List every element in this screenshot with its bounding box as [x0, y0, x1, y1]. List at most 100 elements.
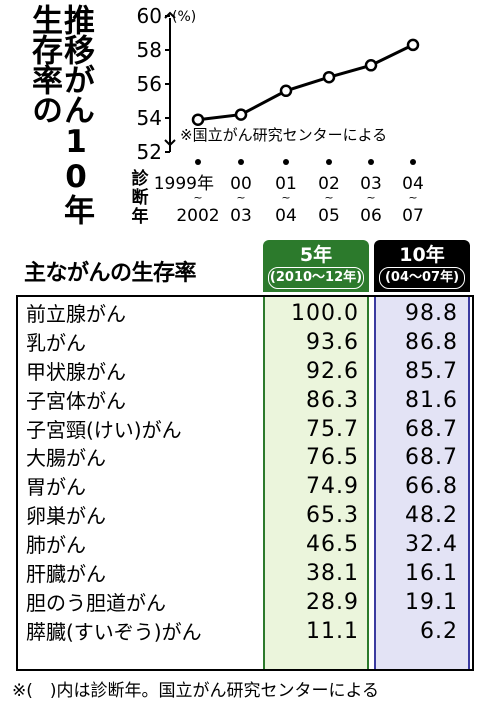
table-row: 子宮頸(けい)がん 75.7 68.7 — [18, 416, 472, 445]
x-bullet — [326, 159, 332, 165]
rate-5year: 11.1 — [306, 618, 359, 644]
cancer-name: 卵巣がん — [26, 504, 106, 529]
table-row: 胆のう胆道がん 28.9 19.1 — [18, 589, 472, 618]
y-tick-label: 58 — [137, 38, 162, 62]
x-tick-label-start: 1999年 — [154, 174, 214, 194]
rate-10year: 66.8 — [405, 474, 458, 500]
table-row: 胃がん 74.9 66.8 — [18, 473, 472, 502]
cancer-name: 乳がん — [26, 330, 86, 355]
x-tick-label-start: 00 — [230, 174, 252, 194]
table-row: 前立腺がん 100.0 98.8 — [18, 300, 472, 329]
x-tick-label-end: 05 — [318, 206, 340, 226]
rate-5year: 74.9 — [306, 474, 359, 500]
table-body: 前立腺がん 100.0 98.8 乳がん 93.6 86.8 甲状腺がん 92.… — [18, 300, 472, 647]
rate-5year: 92.6 — [306, 358, 359, 384]
rate-5year: 76.5 — [306, 445, 359, 471]
cancer-name: 胃がん — [26, 475, 86, 500]
header-10year-label: 10年 — [399, 244, 445, 266]
y-tick-label: 54 — [137, 106, 162, 130]
rate-5year: 75.7 — [306, 416, 359, 442]
cancer-name: 肺がん — [26, 533, 86, 558]
header-5year-label: 5年 — [299, 244, 333, 266]
x-tilde: ~ — [281, 191, 290, 204]
column-10year-background — [374, 297, 470, 669]
x-bullet — [283, 159, 289, 165]
x-tilde: ~ — [193, 191, 202, 204]
rate-10year: 81.6 — [405, 387, 458, 413]
x-tilde: ~ — [236, 191, 245, 204]
table-title: 主ながんの生存率 — [24, 261, 197, 286]
rate-10year: 68.7 — [405, 445, 458, 471]
rate-5year: 100.0 — [291, 301, 359, 326]
cancer-name: 胆のう胆道がん — [26, 590, 166, 615]
data-point — [279, 84, 293, 98]
rate-10year: 86.8 — [405, 329, 458, 355]
cancer-name: 子宮体がん — [26, 388, 126, 413]
column-5year-background — [263, 297, 369, 669]
table-row: 甲状腺がん 92.6 85.7 — [18, 358, 472, 387]
y-tick-label: 52 — [137, 140, 162, 164]
cancer-name: 前立腺がん — [26, 302, 126, 326]
x-tilde: ~ — [324, 191, 333, 204]
x-bullet — [410, 159, 416, 165]
x-tick-label-end: 07 — [402, 206, 424, 226]
data-point — [322, 70, 336, 84]
rate-10year: 98.8 — [405, 301, 458, 326]
chart-source: ※国立がん研究センターによる — [180, 126, 387, 144]
cancer-name: 肝臓がん — [26, 562, 106, 587]
table-row: 子宮体がん 86.3 81.6 — [18, 387, 472, 416]
x-tick-label-end: 04 — [275, 206, 297, 226]
rate-5year: 38.1 — [306, 561, 359, 587]
x-tick-label-start: 01 — [275, 174, 297, 194]
data-point — [364, 59, 378, 72]
x-bullet — [238, 159, 244, 165]
rate-5year: 93.6 — [306, 329, 359, 355]
y-tick-label: 56 — [137, 72, 162, 96]
cancer-name: 大腸がん — [26, 446, 106, 471]
table-row: 肺がん 46.5 32.4 — [18, 531, 472, 560]
header-5year: 5年 (2010〜12年) — [263, 240, 369, 292]
rate-10year: 68.7 — [405, 416, 458, 442]
cancer-name: 甲状腺がん — [26, 359, 126, 384]
rate-10year: 19.1 — [405, 589, 458, 615]
x-tick-label-start: 03 — [360, 174, 382, 194]
rate-5year: 65.3 — [306, 503, 359, 529]
rate-5year: 86.3 — [306, 387, 359, 413]
cancer-name: 子宮頸(けい)がん — [26, 417, 182, 442]
table-row: 乳がん 93.6 86.8 — [18, 329, 472, 358]
x-axis-label: 診 — [132, 168, 150, 189]
table-row: 卵巣がん 65.3 48.2 — [18, 502, 472, 531]
survival-line-chart: 6058565452(%)※国立がん研究センターによる1999年~200200~… — [132, 4, 424, 227]
x-bullet — [195, 159, 201, 165]
x-axis-label: 断 — [132, 187, 149, 208]
footnote: ※( )内は診断年。国立がん研究センターによる — [12, 681, 379, 701]
x-axis-label: 年 — [132, 206, 149, 227]
data-point — [406, 38, 420, 52]
data-point — [234, 108, 248, 121]
x-bullet — [368, 159, 374, 165]
table-frame — [16, 295, 474, 671]
cancer-name: 膵臓(すいぞう)がん — [26, 619, 202, 644]
x-tick-label-start: 04 — [402, 174, 424, 194]
x-tick-label-end: 03 — [230, 206, 252, 226]
chart-title: 推移がん10年生存率の — [26, 4, 94, 224]
header-10year-period: (04〜07年) — [379, 267, 465, 289]
x-tick-label-start: 02 — [318, 174, 340, 194]
table-row: 膵臓(すいぞう)がん 11.1 6.2 — [18, 618, 472, 647]
y-tick-label: 60 — [137, 4, 162, 28]
x-tilde: ~ — [366, 191, 375, 204]
header-10year: 10年 (04〜07年) — [374, 240, 470, 292]
survival-line — [197, 43, 414, 122]
unit-label: (%) — [172, 9, 196, 25]
rate-10year: 32.4 — [405, 532, 458, 558]
table-row: 大腸がん 76.5 68.7 — [18, 444, 472, 473]
x-tilde: ~ — [408, 191, 417, 204]
rate-5year: 46.5 — [306, 532, 359, 558]
y-axis-break — [164, 139, 176, 147]
x-tick-label-end: 2002 — [176, 206, 219, 226]
rate-5year: 28.9 — [306, 589, 359, 615]
rate-10year: 6.2 — [420, 618, 458, 644]
data-point — [191, 113, 205, 126]
header-5year-period: (2010〜12年) — [268, 267, 364, 289]
table-row: 肝臓がん 38.1 16.1 — [18, 560, 472, 589]
